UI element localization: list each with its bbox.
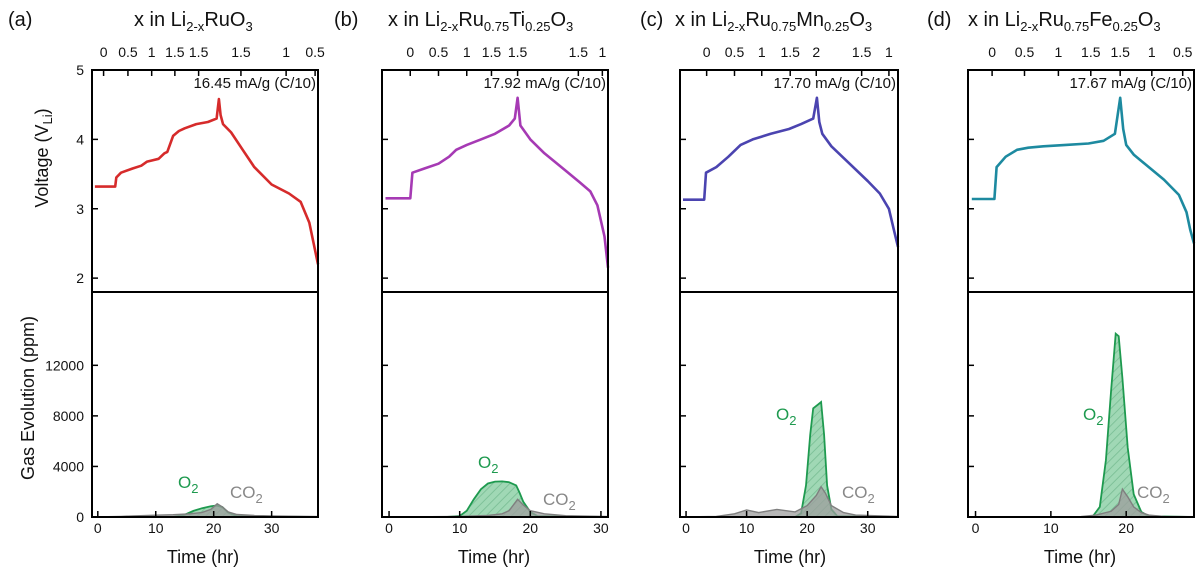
panel-d: (d) x in Li2-xRu0.75Fe0.25O3 17.67 mA/g … <box>927 9 1196 567</box>
voltage-frame <box>679 69 899 293</box>
gas-frame <box>381 291 609 518</box>
top-tick-label: 1.5 <box>165 44 185 60</box>
x-tick-label: 20 <box>799 520 815 536</box>
co2-label: CO2 <box>842 483 875 506</box>
o2-label: O2 <box>1083 405 1103 428</box>
top-tick-label: 0.5 <box>305 44 325 60</box>
x-tick-label: 20 <box>523 520 539 536</box>
top-tick-label: 2 <box>812 44 820 60</box>
x-tick-label: 0 <box>94 520 102 536</box>
x-axis-title: Time (hr) <box>167 547 239 567</box>
x-tick-label: 10 <box>452 520 468 536</box>
top-tick-label: 0.5 <box>429 44 449 60</box>
rate-label: 16.45 mA/g (C/10) <box>193 75 316 92</box>
x-tick-label: 20 <box>1118 520 1134 536</box>
top-tick-label: 1.5 <box>852 44 872 60</box>
top-tick-label: 1.5 <box>189 44 209 60</box>
x-tick-label: 20 <box>206 520 222 536</box>
gas-frame <box>967 291 1195 518</box>
co2-label: CO2 <box>1137 483 1170 506</box>
top-tick-label: 0.5 <box>1015 44 1035 60</box>
voltage-tick-label: 5 <box>76 62 84 78</box>
voltage-curve <box>385 96 610 268</box>
top-tick-label: 0 <box>100 44 108 60</box>
panel-label: (c) <box>640 9 663 31</box>
panel-label: (b) <box>334 9 358 31</box>
top-tick-label: 1 <box>463 44 471 60</box>
panel-title: x in Li2-xRu0.75Fe0.25O3 <box>968 9 1161 34</box>
gas-axis-title: Gas Evolution (ppm) <box>18 316 38 480</box>
top-tick-label: 1.5 <box>1081 44 1101 60</box>
x-tick-label: 0 <box>682 520 690 536</box>
gas-tick-label: 0 <box>76 509 84 525</box>
voltage-frame <box>91 69 319 293</box>
panel-label: (d) <box>927 9 951 31</box>
panel-a: (a) x in Li2-xRuO3 16.45 mA/g (C/10) Tim… <box>8 9 325 567</box>
co2-area <box>94 502 319 518</box>
x-tick-label: 10 <box>1043 520 1059 536</box>
panel-title: x in Li2-xRuO3 <box>134 9 253 34</box>
top-tick-label: 1.5 <box>569 44 589 60</box>
voltage-frame <box>381 69 609 293</box>
co2-label: CO2 <box>230 483 263 506</box>
voltage-tick-label: 2 <box>76 270 84 286</box>
co2-area <box>682 485 899 518</box>
gas-tick-label: 12000 <box>45 357 84 373</box>
x-tick-label: 0 <box>385 520 393 536</box>
top-tick-label: 0.5 <box>118 44 138 60</box>
voltage-tick-label: 3 <box>76 201 84 217</box>
panel-title: x in Li2-xRu0.75Mn0.25O3 <box>675 9 872 34</box>
rate-label: 17.67 mA/g (C/10) <box>1069 75 1192 92</box>
voltage-tick-label: 4 <box>76 131 84 147</box>
top-tick-label: 1.5 <box>231 44 251 60</box>
o2-label: O2 <box>178 473 198 496</box>
rate-label: 17.92 mA/g (C/10) <box>483 75 606 92</box>
x-axis-title: Time (hr) <box>1044 547 1116 567</box>
top-tick-label: 1 <box>758 44 766 60</box>
top-tick-label: 1 <box>1148 44 1156 60</box>
gas-tick-label: 4000 <box>53 458 84 474</box>
voltage-frame <box>967 69 1195 293</box>
top-tick-label: 1 <box>885 44 893 60</box>
panel-b: (b) x in Li2-xRu0.75Ti0.25O3 17.92 mA/g … <box>334 9 610 567</box>
x-tick-label: 10 <box>739 520 755 536</box>
o2-label: O2 <box>776 405 796 428</box>
x-axis-title: Time (hr) <box>458 547 530 567</box>
panel-title: x in Li2-xRu0.75Ti0.25O3 <box>388 9 573 34</box>
panel-label: (a) <box>8 9 32 31</box>
top-tick-label: 1.5 <box>508 44 528 60</box>
x-tick-label: 30 <box>593 520 609 536</box>
voltage-curve <box>971 96 1196 244</box>
voltage-axis-title: Voltage (VLi) <box>32 108 55 207</box>
top-tick-label: 0 <box>988 44 996 60</box>
gas-frame <box>679 291 899 518</box>
gas-frame <box>91 291 319 518</box>
top-tick-label: 0.5 <box>725 44 745 60</box>
voltage-curve <box>683 96 900 248</box>
top-tick-label: 1.5 <box>1110 44 1130 60</box>
top-tick-label: 1 <box>598 44 606 60</box>
top-tick-label: 1 <box>282 44 290 60</box>
top-tick-label: 1.5 <box>482 44 502 60</box>
top-tick-label: 0.5 <box>1173 44 1193 60</box>
x-tick-label: 0 <box>972 520 980 536</box>
top-tick-label: 0 <box>406 44 414 60</box>
top-tick-label: 1 <box>1055 44 1063 60</box>
x-tick-label: 30 <box>860 520 876 536</box>
top-tick-label: 1.5 <box>780 44 800 60</box>
x-tick-label: 30 <box>264 520 280 536</box>
top-tick-label: 1 <box>148 44 156 60</box>
panel-c: (c) x in Li2-xRu0.75Mn0.25O3 17.70 mA/g … <box>640 9 900 567</box>
voltage-curve <box>94 97 320 265</box>
x-axis-title: Time (hr) <box>754 547 826 567</box>
co2-label: CO2 <box>543 490 576 513</box>
o2-label: O2 <box>478 453 498 476</box>
x-tick-label: 10 <box>148 520 164 536</box>
gas-tick-label: 8000 <box>53 408 84 424</box>
top-tick-label: 0 <box>703 44 711 60</box>
rate-label: 17.70 mA/g (C/10) <box>773 75 896 92</box>
